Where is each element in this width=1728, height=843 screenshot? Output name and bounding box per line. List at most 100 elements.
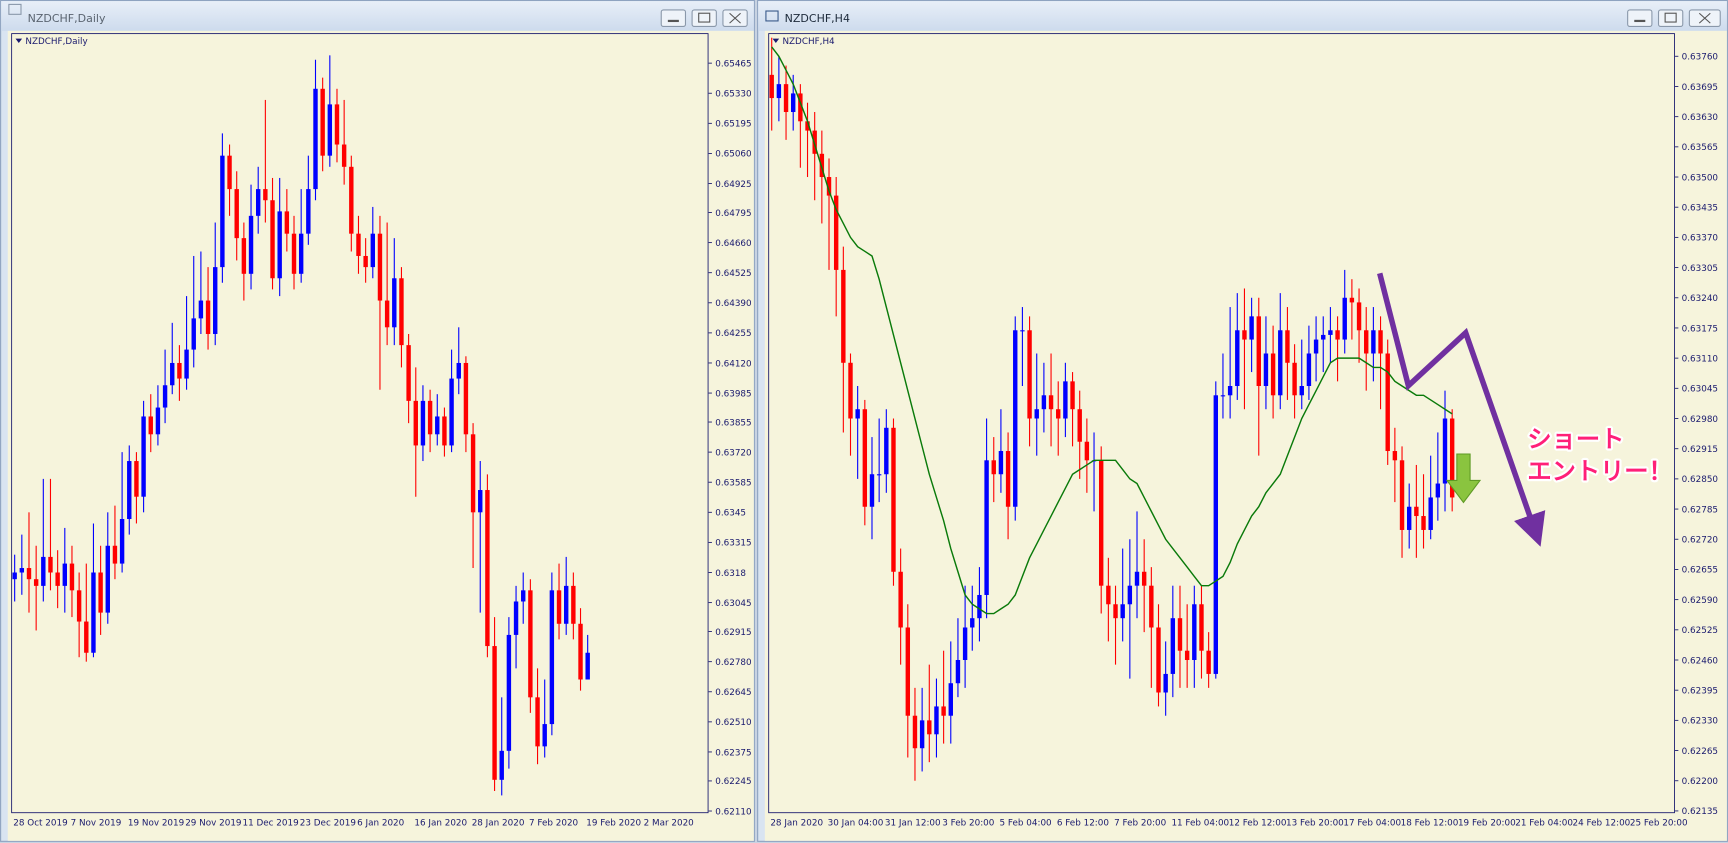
annotation-text: エントリー！ — [1527, 456, 1672, 485]
candle-body — [220, 155, 225, 268]
candle-body — [427, 400, 433, 435]
candle-body — [298, 233, 304, 274]
y-tick-label: 0.63370 — [1682, 234, 1719, 244]
candle-body — [184, 349, 189, 379]
window-right: NZDCHF,H4 NZDCHF,H4 — [757, 0, 1728, 842]
annotations: ショート エントリー！ — [1377, 272, 1675, 547]
candle-body — [241, 238, 247, 274]
y-tick-label: 0.62245 — [715, 777, 751, 787]
candle-body — [148, 416, 153, 435]
y-tick-label: 0.62525 — [1682, 626, 1718, 636]
moving-average — [771, 46, 1453, 615]
candle-body — [798, 93, 803, 122]
y-tick-label: 0.6345 — [715, 509, 746, 519]
x-tick-label: 28 Jan 2020 — [770, 818, 823, 828]
candle-body — [349, 166, 354, 234]
candle-body — [1306, 353, 1312, 387]
maximize-button[interactable] — [1657, 9, 1684, 27]
candle-body — [492, 646, 497, 780]
y-tick-label: 0.65330 — [715, 90, 752, 100]
y-tick-label: 0.62135 — [1682, 807, 1718, 817]
candle-body — [327, 104, 333, 156]
candle-body — [41, 556, 46, 586]
candle-body — [363, 255, 368, 268]
y-tick-label: 0.63045 — [1682, 385, 1718, 395]
y-tick-label: 0.64795 — [715, 209, 751, 219]
y-tick-label: 0.62330 — [1682, 717, 1719, 727]
candle-body — [549, 590, 555, 725]
y-tick-label: 0.64525 — [715, 269, 751, 279]
candle-body — [1070, 381, 1075, 410]
y-tick-label: 0.63305 — [1682, 264, 1718, 274]
candle-body — [869, 474, 875, 507]
x-tick-label: 16 Jan 2020 — [414, 818, 467, 828]
trend-arrow — [1377, 272, 1546, 547]
y-tick-label: 0.65465 — [715, 59, 751, 69]
candle-body — [578, 623, 583, 680]
candle-body — [191, 318, 196, 350]
candle-body — [1356, 302, 1362, 331]
y-tick-label: 0.63500 — [1682, 173, 1719, 183]
y-tick-label: 0.63045 — [715, 599, 751, 609]
candle-body — [1349, 297, 1355, 303]
candle-body — [862, 409, 868, 507]
candle-body — [1213, 395, 1219, 674]
y-tick-label: 0.62645 — [715, 688, 751, 698]
candle-body — [927, 720, 932, 735]
x-tick-label: 19 Feb 20:00 — [1458, 818, 1516, 828]
candle-body — [513, 601, 519, 635]
candle-body — [1156, 627, 1161, 693]
candle-body — [456, 362, 461, 379]
y-tick-label: 0.63855 — [715, 418, 751, 428]
candle-body — [955, 659, 961, 684]
candle-body — [19, 568, 25, 573]
x-tick-label: 25 Feb 20:00 — [1630, 818, 1688, 828]
candle-body — [213, 267, 218, 334]
plot-frame — [11, 33, 709, 814]
candle-body — [306, 189, 311, 234]
candle-body — [1313, 339, 1319, 354]
x-tick-label: 11 Dec 2019 — [242, 818, 298, 828]
down-arrow-icon — [1445, 453, 1482, 504]
candle-body — [556, 590, 562, 624]
maximize-button[interactable] — [691, 9, 717, 27]
candle-body — [1027, 330, 1032, 419]
y-tick-label: 0.64255 — [715, 329, 751, 339]
candle-body — [790, 93, 796, 113]
x-tick-label: 18 Feb 12:00 — [1401, 818, 1459, 828]
chart-area — [7, 30, 754, 841]
x-tick-label: 5 Feb 04:00 — [1000, 818, 1053, 828]
candle-body — [506, 634, 512, 751]
candle-body — [970, 618, 975, 628]
candle-body — [833, 195, 839, 270]
y-tick-label: 0.62915 — [1682, 445, 1718, 455]
candle-body — [1371, 330, 1376, 354]
chart-area — [764, 30, 1727, 841]
candle-body — [826, 177, 832, 196]
y-tick-label: 0.62460 — [1682, 656, 1719, 666]
y-tick-label: 0.63565 — [1682, 143, 1718, 153]
plot-frame — [768, 33, 1675, 814]
candle-body — [1335, 330, 1340, 340]
candle-body — [284, 211, 290, 234]
candle-body — [1364, 330, 1369, 354]
y-tick-label: 0.62720 — [1682, 536, 1719, 546]
x-tick-label: 6 Feb 12:00 — [1057, 818, 1110, 828]
candle-body — [1134, 571, 1140, 586]
candle-body — [984, 460, 989, 595]
y-tick-label: 0.63240 — [1682, 294, 1719, 304]
candle-body — [55, 572, 60, 586]
candle-body — [1385, 353, 1390, 452]
candle-body — [91, 572, 96, 653]
x-tick-label: 6 Jan 2020 — [357, 818, 405, 828]
y-tick-label: 0.65060 — [715, 150, 752, 160]
minimize-button[interactable] — [1627, 9, 1653, 27]
y-tick-label: 0.62785 — [1682, 505, 1718, 515]
candle-body — [463, 362, 469, 435]
y-tick-label: 0.63985 — [715, 389, 751, 399]
minimize-button[interactable] — [660, 9, 687, 27]
candle-body — [977, 594, 982, 619]
y-tick-label: 0.62110 — [715, 807, 752, 817]
window-title: NZDCHF,Daily — [28, 12, 106, 25]
